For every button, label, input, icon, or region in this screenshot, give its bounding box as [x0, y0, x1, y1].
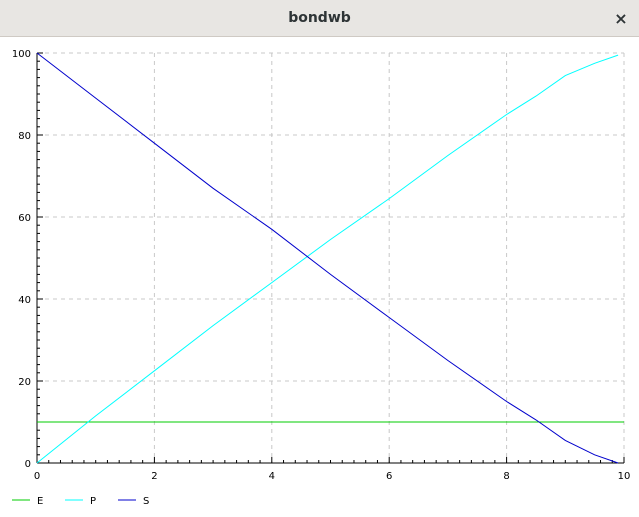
series-line-P [36, 54, 619, 464]
grid [37, 52, 625, 463]
title-bar[interactable]: bondwb × [0, 0, 639, 37]
x-tick-label: 8 [503, 471, 509, 482]
x-tick-label: 4 [269, 471, 275, 482]
axes [36, 52, 625, 464]
series-line-S [36, 52, 619, 464]
x-tick-label: 6 [386, 471, 392, 482]
y-tick-label: 0 [25, 459, 31, 470]
y-tick-label: 60 [18, 213, 31, 224]
legend-label-P: P [90, 496, 96, 507]
y-tick-label: 80 [18, 131, 31, 142]
y-tick-label: 20 [18, 377, 31, 388]
x-tick-label: 2 [151, 471, 157, 482]
close-button[interactable]: × [614, 9, 628, 28]
legend-label-S: S [143, 496, 149, 507]
legend-label-E: E [37, 496, 43, 507]
y-tick-label: 40 [18, 295, 31, 306]
series-lines [36, 52, 624, 464]
x-tick-label: 0 [34, 471, 40, 482]
x-tick-label: 10 [618, 471, 631, 482]
window-title: bondwb [288, 10, 351, 26]
y-tick-label: 100 [12, 49, 31, 60]
